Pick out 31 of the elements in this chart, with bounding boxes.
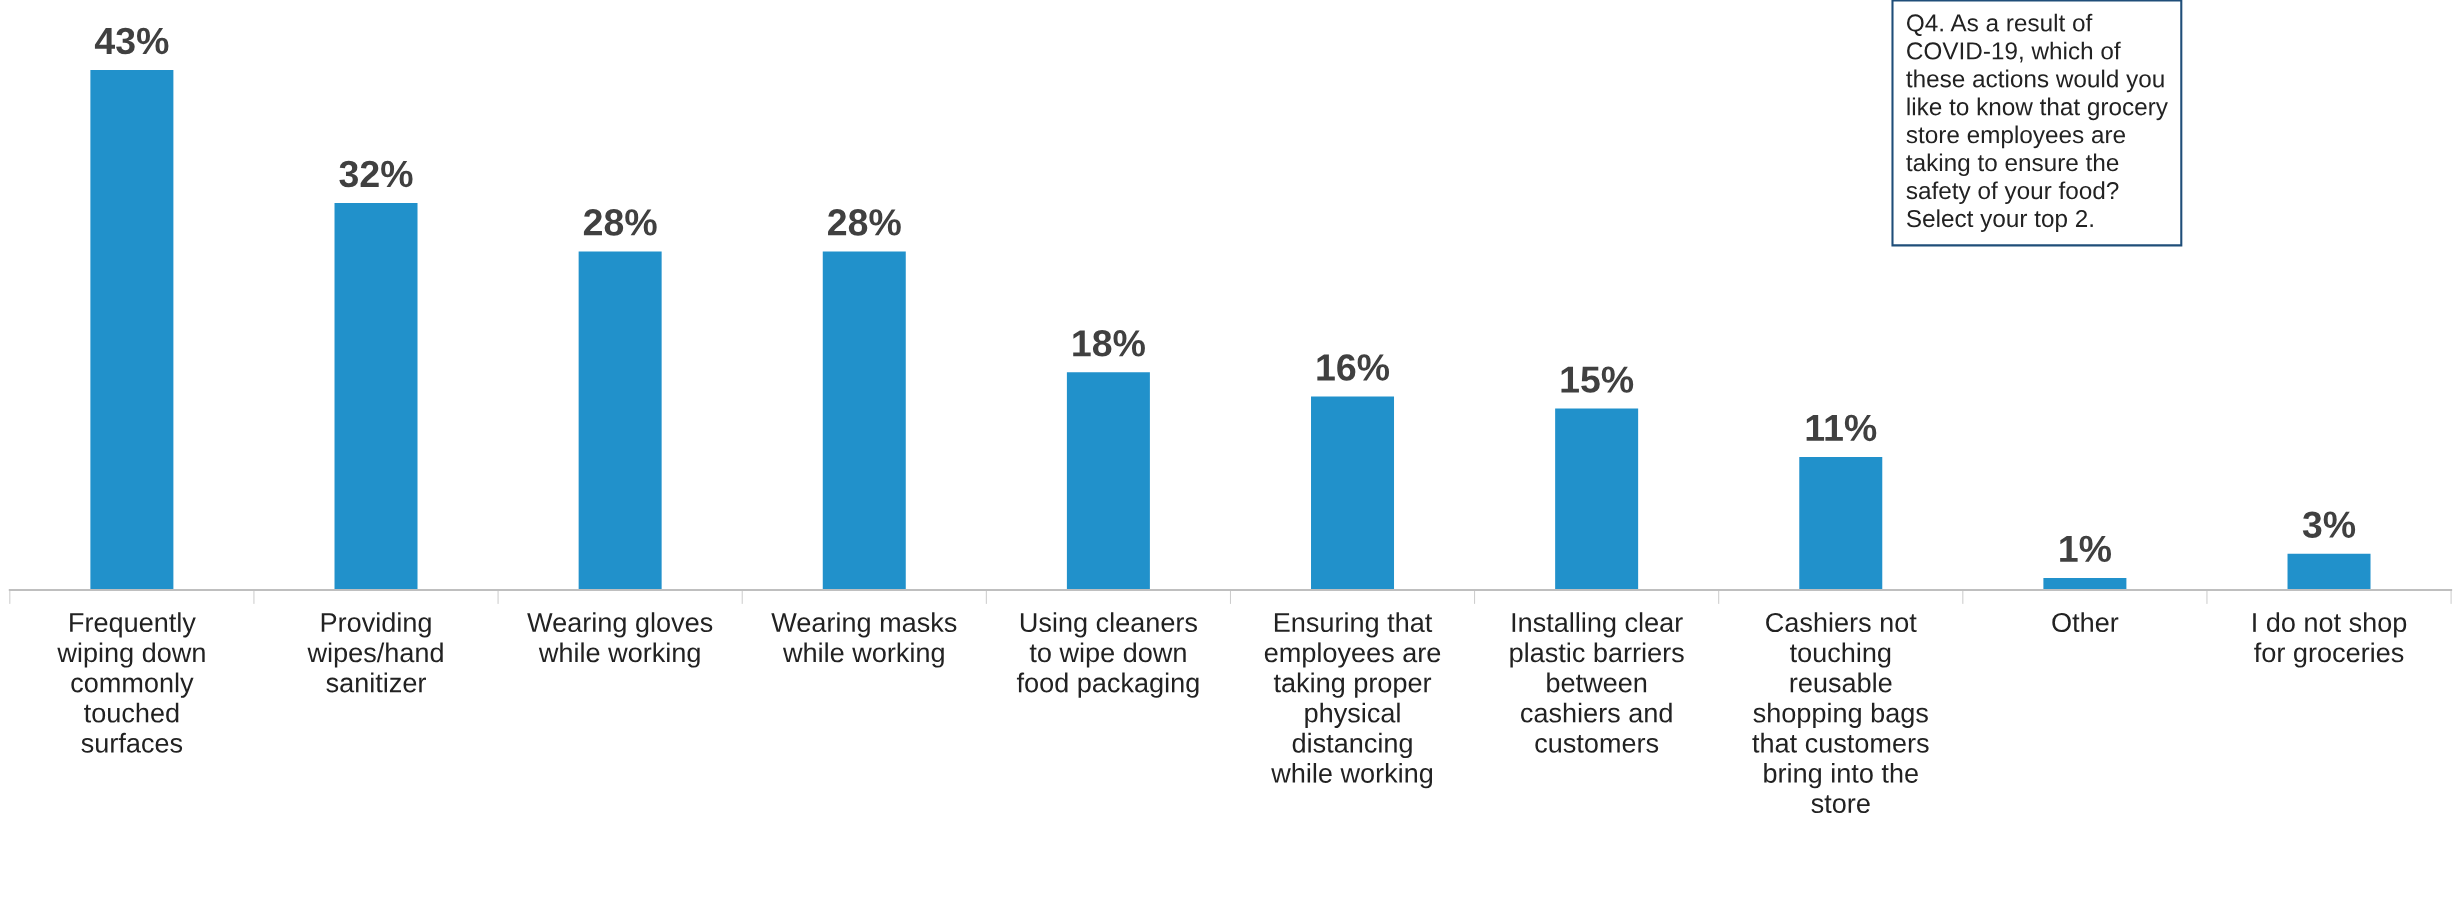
data-label: 3%	[2302, 511, 2356, 539]
x-tick-label: Other	[2052, 612, 2119, 633]
x-tick-label: Wearing gloves while working	[527, 612, 713, 668]
x-tick-label: Cashiers not touching reusable shopping bags that customers bring into the store	[1752, 612, 1929, 814]
data-label: 28%	[583, 209, 657, 236]
data-label: 1%	[2060, 535, 2112, 563]
bar	[1066, 372, 1150, 590]
x-tick-label: Ensuring that employees are taking proper physical distancing while working	[1264, 612, 1441, 789]
bar	[822, 251, 906, 590]
bar	[2287, 553, 2371, 590]
bar	[578, 251, 662, 590]
x-tick-label: Frequently wiping down commonly touched surfaces	[57, 612, 205, 753]
data-label: 15%	[1561, 366, 1634, 393]
x-tick-label: I do not shop for groceries	[2253, 612, 2407, 668]
data-label: 28%	[828, 209, 901, 236]
annotation: Q4. As a result of COVID-19, which of these actions would you like to know that grocery store employees are taking to ensure the safety of your food? Select your top 2.	[1906, 13, 2168, 232]
x-tick-label: Installing clear plastic barriers between cashiers and customers	[1510, 612, 1684, 753]
bar	[1311, 396, 1395, 590]
x-tick-label: Using cleaners to wipe down food packaging	[1016, 612, 1199, 698]
bar	[90, 70, 174, 590]
data-label: 32%	[339, 160, 413, 188]
x-tick-label: Providing wipes/hand sanitizer	[307, 612, 443, 693]
x-tick-label: Wearing masks while working	[771, 612, 957, 668]
bar	[2043, 577, 2127, 590]
data-label: 11%	[1806, 414, 1877, 442]
bar	[334, 203, 418, 590]
data-label: 16%	[1317, 354, 1390, 381]
bar	[1555, 408, 1639, 590]
data-label: 43%	[94, 27, 169, 55]
bar	[1799, 456, 1883, 590]
data-label: 18%	[1073, 330, 1145, 357]
